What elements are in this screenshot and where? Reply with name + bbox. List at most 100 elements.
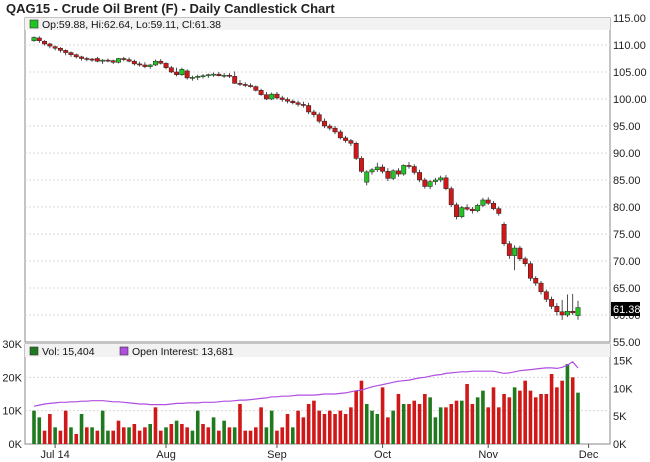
volume-bar bbox=[164, 427, 168, 444]
candle bbox=[263, 91, 269, 101]
volume-bar bbox=[523, 380, 527, 444]
candle bbox=[189, 75, 195, 81]
candle bbox=[395, 168, 401, 177]
candle bbox=[512, 245, 518, 271]
candle-body bbox=[279, 97, 285, 100]
volume-bar bbox=[491, 387, 496, 444]
candle-body bbox=[179, 69, 185, 75]
volume-bar bbox=[449, 404, 454, 444]
candle bbox=[52, 45, 58, 51]
candle bbox=[538, 280, 544, 295]
price-tick-label: 110.00 bbox=[613, 40, 646, 52]
candle bbox=[406, 162, 412, 169]
volume-bar bbox=[275, 430, 279, 444]
candle-body bbox=[31, 37, 37, 41]
volume-legend: Vol: 15,404 bbox=[42, 346, 95, 358]
volume-bar bbox=[486, 407, 491, 444]
candle-body bbox=[89, 58, 95, 61]
candle-body bbox=[195, 76, 201, 78]
volume-bar bbox=[460, 400, 464, 444]
price-grid bbox=[25, 44, 610, 316]
volume-bar bbox=[190, 430, 195, 444]
volume-bar bbox=[570, 377, 575, 444]
candle bbox=[200, 74, 206, 79]
candle bbox=[432, 177, 438, 185]
candle bbox=[279, 95, 285, 102]
candle bbox=[411, 164, 417, 175]
candle bbox=[554, 303, 560, 316]
candle bbox=[443, 175, 449, 191]
last-price-label: 61.38 bbox=[613, 304, 641, 316]
candle-body bbox=[480, 199, 486, 206]
candle-body bbox=[200, 75, 206, 78]
volume-bar bbox=[280, 427, 285, 444]
candle-body bbox=[332, 127, 338, 133]
candle bbox=[522, 256, 528, 267]
candle bbox=[258, 88, 264, 96]
last-price-tag bbox=[611, 302, 640, 316]
volume-bar bbox=[396, 394, 401, 444]
candle bbox=[570, 293, 576, 315]
candle bbox=[564, 294, 570, 318]
candle-body bbox=[506, 243, 512, 256]
open-interest-legend-swatch bbox=[119, 346, 129, 356]
candle-body bbox=[538, 282, 544, 293]
volume-bar bbox=[90, 427, 94, 444]
volume-bar bbox=[53, 427, 57, 444]
volume-bar bbox=[58, 430, 63, 444]
candle bbox=[31, 36, 37, 42]
volume-bars bbox=[32, 364, 580, 444]
volume-bar bbox=[306, 404, 311, 444]
candle-body bbox=[459, 207, 465, 217]
x-tick-label: Aug bbox=[156, 449, 176, 461]
candle-body bbox=[575, 307, 581, 316]
candle-body bbox=[57, 47, 63, 51]
volume-bar bbox=[264, 427, 269, 444]
volume-bar bbox=[174, 420, 179, 444]
candle bbox=[226, 73, 232, 78]
candle-body bbox=[174, 71, 180, 75]
volume-bar bbox=[217, 430, 221, 444]
volume-bar bbox=[370, 410, 374, 444]
candle-body bbox=[242, 84, 248, 86]
open-interest-legend: Open Interest: 13,681 bbox=[132, 346, 234, 358]
candle-body bbox=[126, 59, 132, 62]
candle-body bbox=[512, 247, 518, 256]
volume-bar bbox=[285, 414, 290, 444]
candle bbox=[448, 186, 454, 207]
open-interest-line bbox=[33, 361, 579, 407]
candle-body bbox=[84, 58, 90, 60]
candle-body bbox=[131, 60, 137, 65]
candle bbox=[274, 91, 280, 100]
candle-body bbox=[517, 247, 523, 260]
volume-bar bbox=[269, 410, 274, 444]
volume-bar bbox=[502, 394, 506, 444]
candle-body bbox=[417, 172, 423, 181]
volume-bar bbox=[481, 390, 485, 444]
candle bbox=[549, 296, 555, 310]
volume-bar bbox=[211, 417, 216, 444]
candle-body bbox=[475, 205, 481, 212]
volume-bar bbox=[111, 430, 116, 444]
candle bbox=[501, 222, 507, 246]
volume-bar bbox=[37, 417, 42, 444]
price-axis: 115.00 110.00 105.00 100.00 95.00 90.00 85.00 8… bbox=[613, 13, 647, 349]
candle-body bbox=[533, 278, 539, 284]
volume-bar bbox=[317, 410, 322, 444]
candle-body bbox=[570, 310, 576, 314]
volume-bar bbox=[349, 407, 353, 444]
open-interest-tick-label: 0K bbox=[613, 439, 627, 451]
candle bbox=[575, 300, 581, 320]
volume-bar bbox=[127, 427, 131, 444]
candle-body bbox=[306, 105, 312, 113]
candle-body bbox=[491, 202, 496, 209]
volume-bar bbox=[539, 394, 543, 444]
volume-bar bbox=[475, 397, 480, 444]
price-tick-label: 105.00 bbox=[613, 67, 647, 79]
candle-body bbox=[374, 166, 380, 170]
candle bbox=[121, 56, 127, 62]
volume-bar bbox=[201, 424, 205, 444]
candle bbox=[422, 177, 428, 189]
volume-bar bbox=[327, 410, 332, 444]
price-tick-label: 95.00 bbox=[613, 121, 641, 133]
